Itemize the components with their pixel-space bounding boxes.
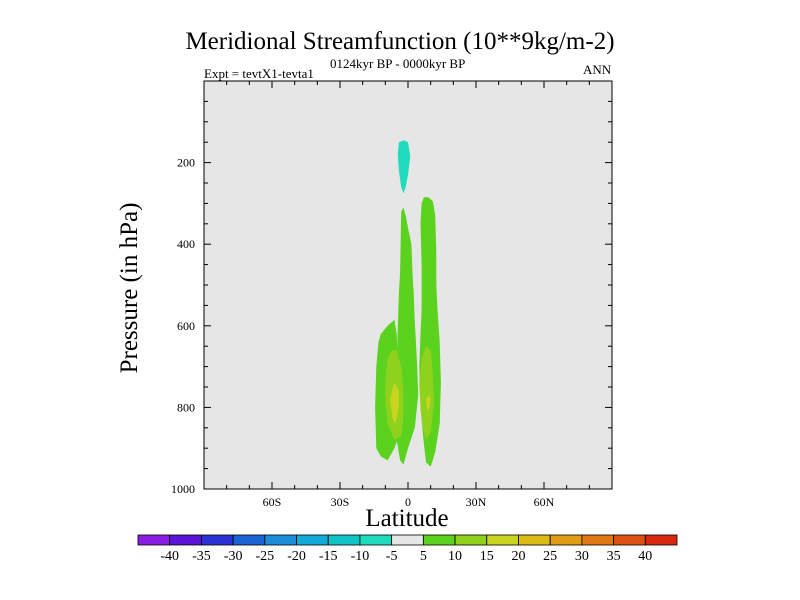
colorbar-label--35: -35 — [192, 549, 211, 564]
colorbar-box — [232, 534, 266, 546]
colorbar-box — [581, 534, 614, 546]
colorbar-box — [137, 534, 171, 546]
colorbar-box — [454, 534, 488, 546]
colorbar-label--15: -15 — [319, 549, 338, 564]
colorbar-label-5: 5 — [420, 549, 427, 564]
y-tick-label-400: 400 — [177, 237, 195, 251]
colorbar-box — [644, 534, 678, 546]
colorbar-label-30: 30 — [575, 549, 589, 564]
experiment-label: Expt = tevtX1-tevta1 — [204, 66, 314, 81]
colorbar-label-25: 25 — [543, 549, 557, 564]
colorbar-box — [486, 534, 519, 546]
colorbar-box — [327, 534, 361, 546]
colorbar-box — [296, 534, 329, 546]
chart-subtitle: 0124kyr BP - 0000kyr BP — [330, 56, 466, 71]
x-tick-label-60S: 60S — [263, 495, 282, 509]
colorbar-box — [613, 534, 646, 546]
colorbar-label-15: 15 — [480, 549, 494, 564]
colorbar-box — [169, 534, 202, 546]
chart-title: Meridional Streamfunction (10**9kg/m-2) — [185, 28, 615, 55]
colorbar-box — [549, 534, 583, 546]
x-axis-label: Latitude — [365, 505, 449, 532]
x-tick-label-30N: 30N — [466, 495, 487, 509]
contour-region-positive-15-20-north — [426, 395, 431, 412]
colorbar-label--10: -10 — [351, 549, 370, 564]
colorbar-box — [359, 534, 393, 546]
colorbar-label--5: -5 — [386, 549, 398, 564]
colorbar-label--40: -40 — [160, 549, 179, 564]
contour-region-positive-10-15-north — [419, 346, 435, 440]
colorbar-label-40: 40 — [638, 549, 652, 564]
x-tick-label-0: 0 — [405, 495, 411, 509]
contour-region-positive-15-20-core — [389, 382, 399, 424]
colorbar-box — [518, 534, 551, 546]
y-tick-label-600: 600 — [177, 319, 195, 333]
colorbar-label--25: -25 — [255, 549, 274, 564]
y-tick-label-1000: 1000 — [171, 482, 195, 496]
colorbar-label--20: -20 — [287, 549, 306, 564]
colorbar-box — [264, 534, 297, 546]
y-tick-label-200: 200 — [177, 156, 195, 170]
colorbar-box — [391, 534, 424, 546]
colorbar-label-20: 20 — [511, 549, 525, 564]
colorbar-label-35: 35 — [607, 549, 621, 564]
colorbar-box — [422, 534, 456, 546]
x-tick-label-60N: 60N — [534, 495, 555, 509]
season-label: ANN — [583, 62, 612, 77]
x-tick-label-30S: 30S — [331, 495, 350, 509]
colorbar-box — [201, 534, 234, 546]
contour-region-negative-5-10-top — [397, 140, 411, 194]
y-tick-label-800: 800 — [177, 400, 195, 414]
colorbar-label-10: 10 — [448, 549, 462, 564]
colorbar-label--30: -30 — [224, 549, 243, 564]
